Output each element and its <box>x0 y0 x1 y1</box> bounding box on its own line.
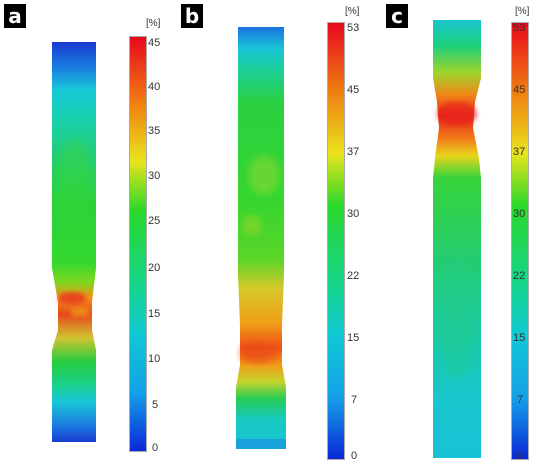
tick-label: 15 <box>148 308 161 320</box>
panel-label-a: a <box>4 4 26 28</box>
colorbar-unit-b: [%] <box>345 6 360 17</box>
tick-label: 45 <box>148 37 161 49</box>
tick-label: 0 <box>351 450 358 462</box>
tick-label: 20 <box>148 262 161 274</box>
tick-label: 35 <box>148 125 161 137</box>
tick-label: 53 <box>513 22 526 34</box>
tick-label: 30 <box>347 208 360 220</box>
tick-label: 30 <box>148 170 161 182</box>
colorbar-unit-c: [%] <box>515 6 530 17</box>
colorbar-c <box>511 22 529 460</box>
panel-label-c: c <box>386 4 408 28</box>
panel-label-b: b <box>181 4 203 28</box>
tick-label: 37 <box>513 146 526 158</box>
panel-c: c [%] 53 45 37 30 22 1 <box>370 0 550 468</box>
tick-label: 45 <box>513 84 526 96</box>
colorbar-a <box>129 36 147 452</box>
tick-label: 37 <box>347 146 360 158</box>
tick-label: 0 <box>517 450 524 462</box>
tick-label: 10 <box>148 353 161 365</box>
tick-label: 0 <box>152 442 159 454</box>
colorbar-unit-a: [%] <box>146 18 161 29</box>
tick-label: 53 <box>347 22 360 34</box>
tick-label: 7 <box>517 394 524 406</box>
tick-label: 25 <box>148 215 161 227</box>
tick-label: 7 <box>351 394 358 406</box>
tick-label: 40 <box>148 81 161 93</box>
panel-a: a <box>0 0 180 468</box>
tick-label: 30 <box>513 208 526 220</box>
tick-label: 5 <box>152 399 159 411</box>
specimen-b-strain-map <box>236 27 286 449</box>
tick-label: 15 <box>347 332 360 344</box>
colorbar-b <box>327 22 345 460</box>
tick-label: 15 <box>513 332 526 344</box>
panel-b: b [%] <box>180 0 370 468</box>
specimen-c-strain-map <box>433 20 481 458</box>
tick-label: 22 <box>513 270 526 282</box>
tick-label: 22 <box>347 270 360 282</box>
specimen-a-strain-map <box>52 42 96 442</box>
tick-label: 45 <box>347 84 360 96</box>
